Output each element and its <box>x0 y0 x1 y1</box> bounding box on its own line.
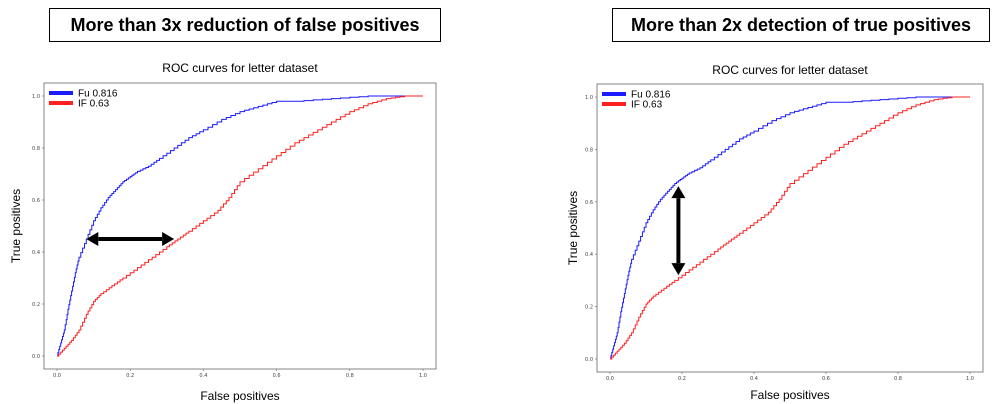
y-tick-label: 0.6 <box>32 198 40 204</box>
y-axis-label: True positives <box>566 191 580 265</box>
x-axis-label: False positives <box>750 388 829 402</box>
arrow-head-end <box>671 263 686 276</box>
x-tick-label: 0.6 <box>273 373 281 379</box>
y-tick-label: 1.0 <box>585 95 593 101</box>
arrow-head-end <box>162 232 175 246</box>
y-tick-label: 1.0 <box>32 94 40 100</box>
plot-frame <box>43 82 437 370</box>
plot-frame <box>596 83 984 373</box>
roc-line-if <box>57 95 423 357</box>
arrow-head-start <box>86 232 99 246</box>
y-tick-label: 0.2 <box>585 305 593 311</box>
x-tick-label: 0.0 <box>53 373 61 379</box>
y-axis-label: True positives <box>9 189 23 263</box>
x-tick-label: 0.4 <box>199 373 207 379</box>
y-tick-label: 0.8 <box>32 146 40 152</box>
x-tick-label: 0.2 <box>126 373 134 379</box>
roc-line-fu <box>57 95 423 357</box>
arrow-head-start <box>671 186 686 199</box>
x-tick-label: 0.0 <box>606 376 614 382</box>
roc-line-if <box>610 96 970 360</box>
x-axis-label: False positives <box>200 389 279 403</box>
y-tick-label: 0.0 <box>32 354 40 360</box>
banner-right: More than 2x detection of true positives <box>612 8 990 42</box>
roc-line-fu <box>610 96 970 360</box>
x-tick-label: 0.8 <box>894 376 902 382</box>
y-tick-label: 0.6 <box>585 200 593 206</box>
roc-chart-right: ROC curves for letter dataset 0.0 0.2 0.4 0.… <box>566 63 984 402</box>
x-tick-label: 0.2 <box>678 376 686 382</box>
legend-label-fu: Fu 0.816 <box>78 89 118 100</box>
x-tick-label: 1.0 <box>419 373 427 379</box>
chart-title: ROC curves for letter dataset <box>162 61 318 75</box>
legend-label-fu: Fu 0.816 <box>631 90 671 101</box>
roc-chart-left: ROC curves for letter dataset 0.0 0.2 0.4 0.… <box>9 61 437 403</box>
x-tick-label: 0.4 <box>750 376 758 382</box>
legend-label-if: IF 0.63 <box>631 100 663 111</box>
x-tick-label: 0.6 <box>822 376 830 382</box>
x-tick-label: 0.8 <box>346 373 354 379</box>
y-tick-label: 0.4 <box>585 252 593 258</box>
x-tick-label: 1.0 <box>966 376 974 382</box>
y-tick-label: 0.8 <box>585 147 593 153</box>
y-tick-label: 0.4 <box>32 250 40 256</box>
y-tick-label: 0.2 <box>32 302 40 308</box>
legend-label-if: IF 0.63 <box>78 99 110 110</box>
chart-title: ROC curves for letter dataset <box>712 63 868 77</box>
y-tick-label: 0.0 <box>585 357 593 363</box>
banner-left: More than 3x reduction of false positive… <box>49 8 441 42</box>
